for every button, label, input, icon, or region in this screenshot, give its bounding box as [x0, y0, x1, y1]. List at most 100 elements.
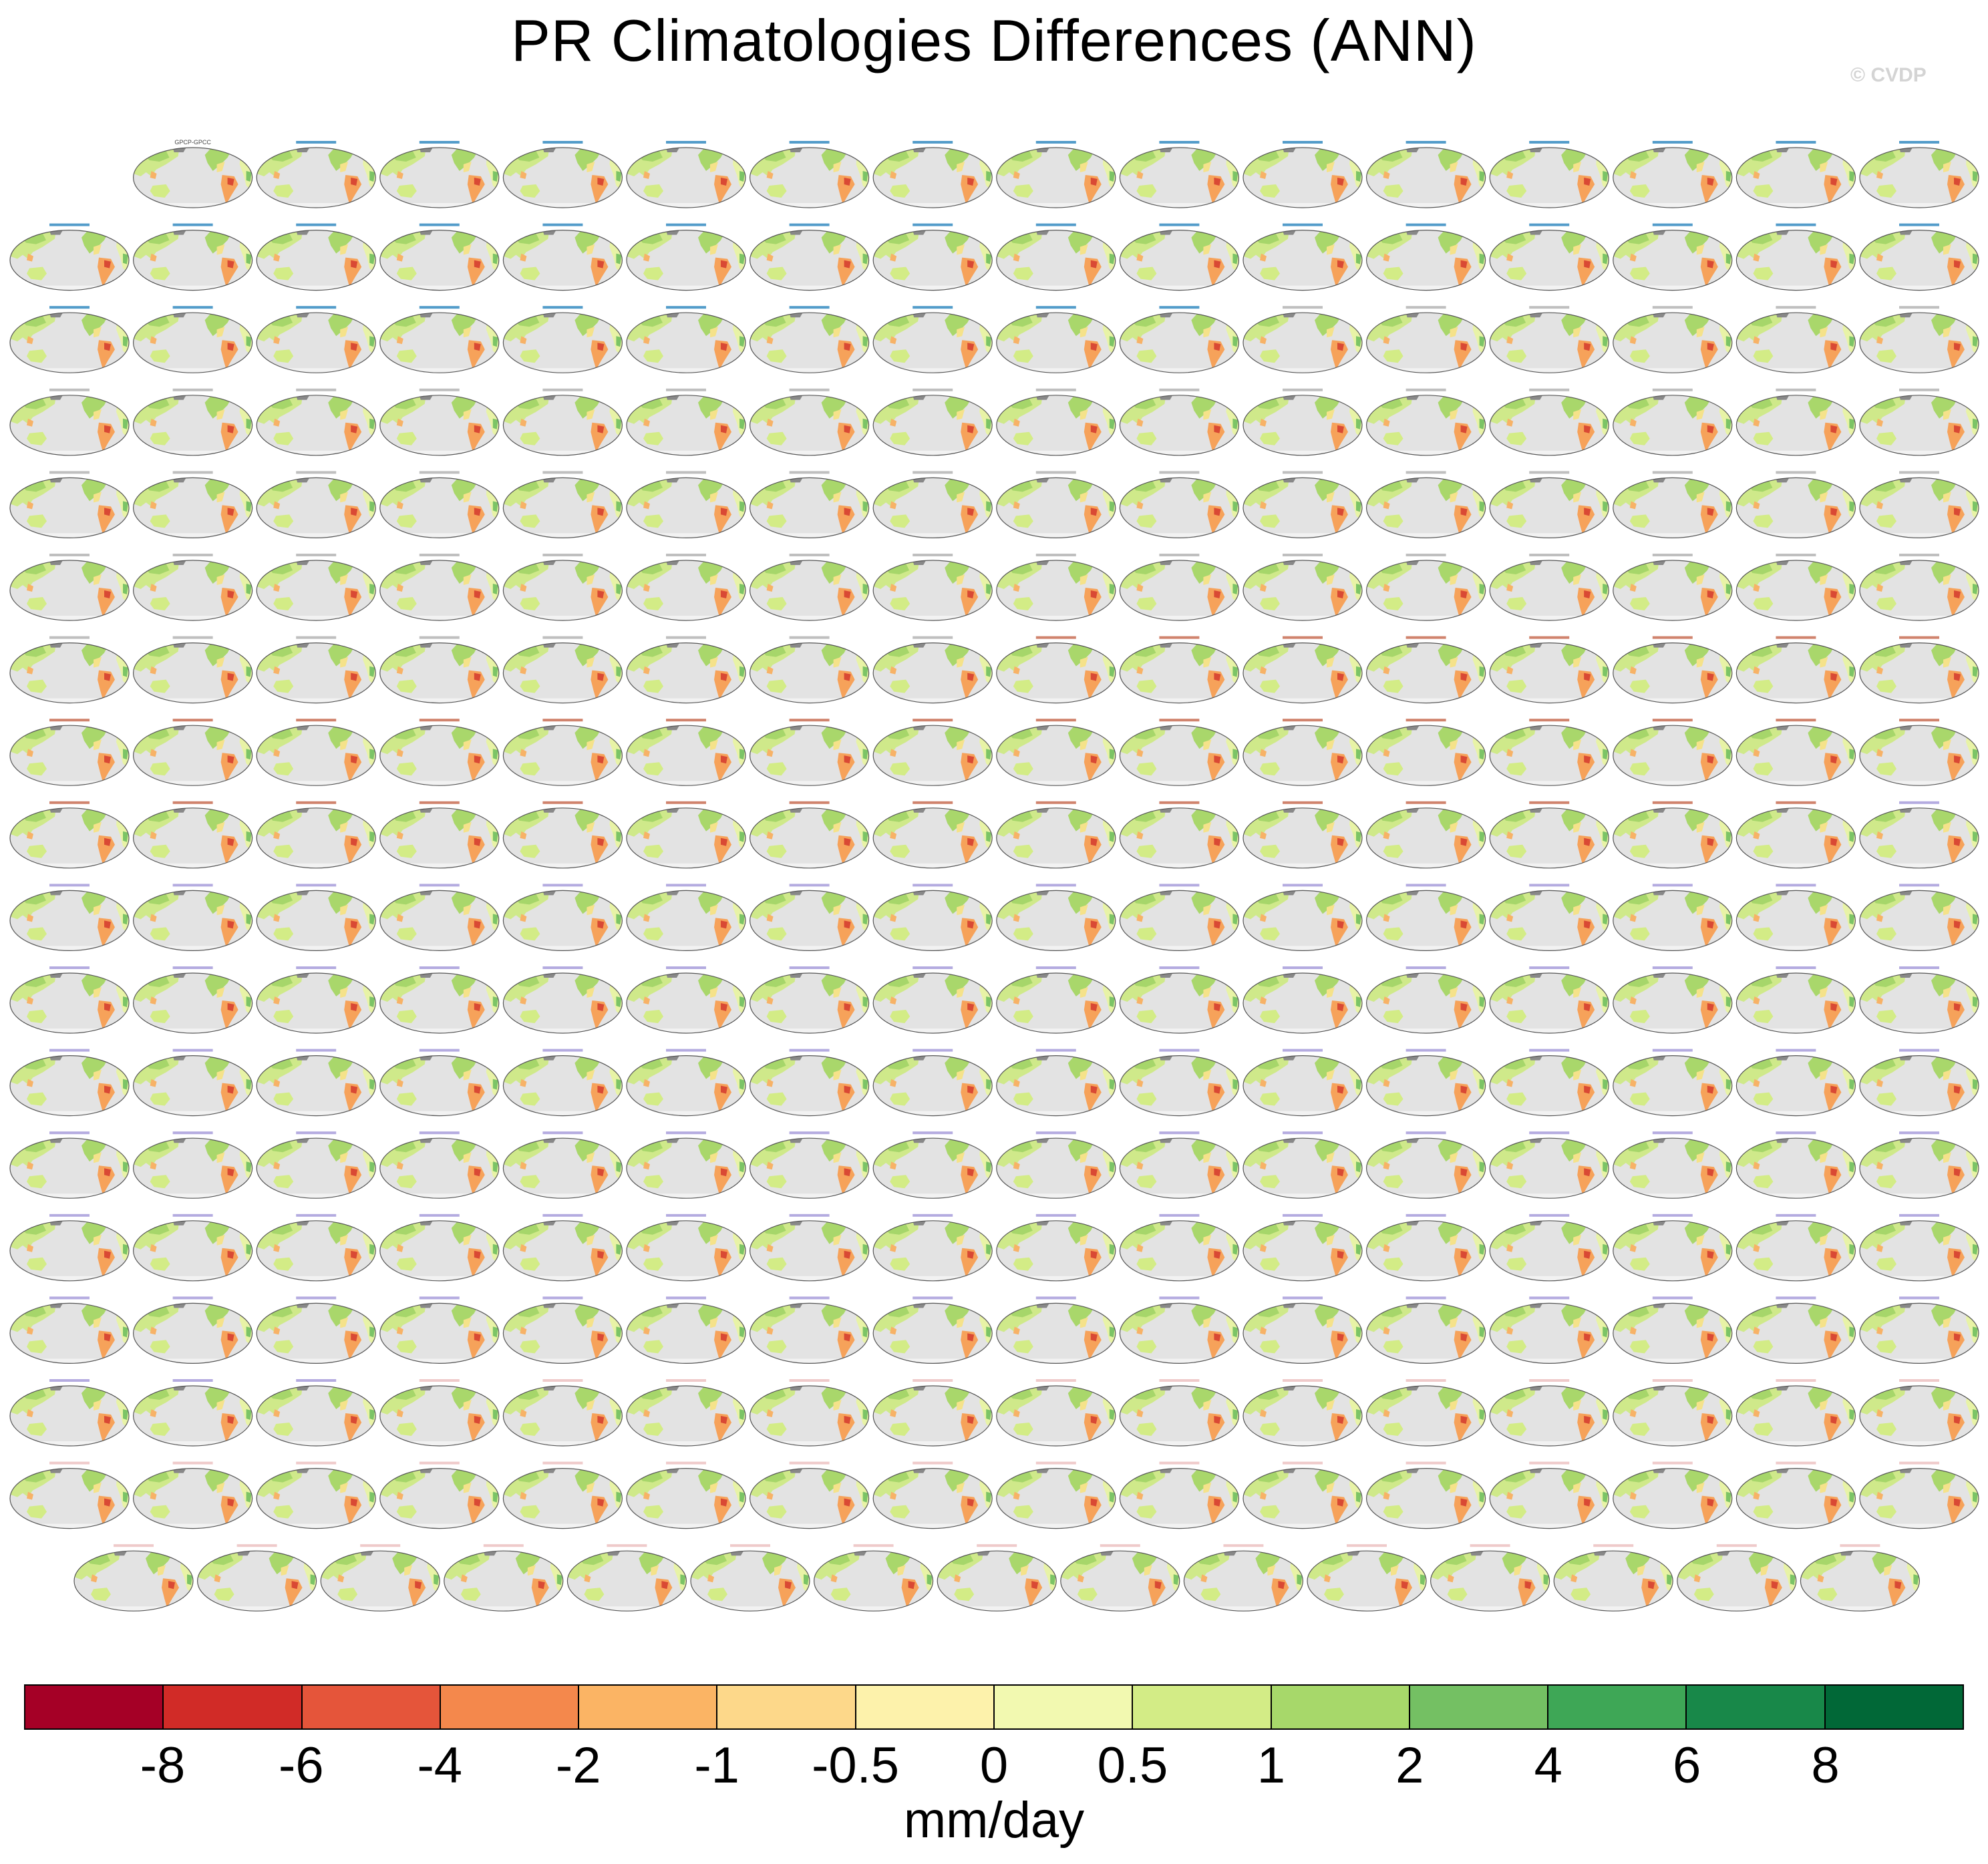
map-panel	[873, 471, 992, 538]
panel-label	[789, 719, 830, 722]
panel-label	[1899, 223, 1939, 226]
panel-label	[913, 1131, 953, 1135]
map-panel	[997, 801, 1116, 868]
colorbar-tick-label: 4	[1534, 1737, 1562, 1794]
panel-label	[607, 1544, 647, 1547]
map-panel	[134, 1131, 253, 1198]
map-panel	[1120, 554, 1238, 620]
map-panel	[134, 306, 253, 373]
colorbar-segment	[1548, 1686, 1687, 1728]
map-panel	[1120, 223, 1238, 291]
map-panel	[10, 554, 129, 620]
panel-label	[296, 141, 337, 144]
panel-label	[419, 306, 460, 309]
panel-label	[296, 884, 337, 887]
map-panel	[257, 1379, 375, 1446]
map-panel	[1367, 1461, 1486, 1529]
colorbar-ticks: -8 -6 -4 -2 -1 -0.5 0 0.5 1 2 4 6 8	[24, 1736, 1964, 1794]
map-panel	[380, 1214, 499, 1281]
map-panel	[134, 1379, 253, 1446]
colorbar-segment	[1687, 1686, 1826, 1728]
map-panel	[1736, 636, 1855, 703]
panel-label	[913, 306, 953, 309]
panel-label	[1776, 471, 1816, 474]
panel-label	[789, 1379, 830, 1382]
panel-label	[1283, 141, 1323, 144]
map-panel	[10, 636, 129, 703]
panel-label	[236, 1544, 277, 1547]
panel-label	[172, 801, 213, 804]
panel-label	[296, 388, 337, 391]
panel-label: GPCP-GPCC	[174, 139, 211, 146]
map-panel	[1490, 966, 1609, 1033]
map-panel	[1613, 636, 1732, 703]
panel-label	[172, 1049, 213, 1052]
map-panel	[750, 388, 869, 455]
map-panel	[503, 1214, 622, 1281]
panel-label	[913, 719, 953, 722]
map-panel	[1736, 223, 1855, 291]
map-panel	[1120, 141, 1238, 208]
map-panel	[1490, 884, 1609, 950]
map-panel	[1243, 1049, 1362, 1116]
panel-label	[1405, 1049, 1446, 1052]
panel-label	[1159, 1296, 1200, 1300]
panel-label	[419, 1379, 460, 1382]
panel-label	[172, 1379, 213, 1382]
map-panel	[1860, 636, 1979, 703]
map-panel	[380, 388, 499, 455]
map-panel	[627, 1296, 746, 1363]
panel-label	[172, 719, 213, 722]
panel-label	[542, 966, 583, 969]
panel-label	[1776, 223, 1816, 226]
panel-label	[49, 1296, 90, 1300]
map-panel	[10, 1461, 129, 1529]
panel-label	[1899, 388, 1939, 391]
panel-label	[172, 306, 213, 309]
map-panel	[10, 1131, 129, 1198]
map-panel	[1367, 306, 1486, 373]
panel-label	[1159, 884, 1200, 887]
colorbar-tick-label: 0.5	[1097, 1737, 1168, 1794]
panel-label	[172, 1461, 213, 1465]
panel-label	[172, 554, 213, 556]
map-panel	[257, 388, 375, 455]
map-panel	[627, 554, 746, 620]
panel-label	[49, 636, 90, 639]
panel-label	[1405, 636, 1446, 639]
panel-label	[666, 471, 706, 474]
map-panel	[873, 966, 992, 1033]
panel-label	[1035, 1379, 1076, 1382]
map-panel	[873, 719, 992, 785]
panel-label	[360, 1544, 401, 1547]
map-panel	[1243, 141, 1362, 208]
colorbar-segment	[717, 1686, 856, 1728]
map-panel	[1243, 719, 1362, 785]
panel-label	[1405, 801, 1446, 804]
map-panel	[1120, 884, 1238, 950]
map-panel	[750, 719, 869, 785]
map-panel	[1613, 141, 1732, 208]
map-panel	[503, 884, 622, 950]
map-panel	[1367, 471, 1486, 538]
map-panel	[1367, 388, 1486, 455]
map-panel	[1736, 966, 1855, 1033]
panel-label	[1899, 636, 1939, 639]
panel-label	[789, 1214, 830, 1217]
panel-label	[1035, 1214, 1076, 1217]
panel-label	[1159, 471, 1200, 474]
map-panel	[10, 1296, 129, 1363]
panel-label	[419, 966, 460, 969]
map-panel	[873, 1049, 992, 1116]
panel-label	[1776, 141, 1816, 144]
panel-label	[1652, 1461, 1693, 1465]
colorbar-segment	[994, 1686, 1134, 1728]
map-panel	[627, 884, 746, 950]
panel-label	[296, 1214, 337, 1217]
map-panel	[10, 719, 129, 785]
panel-label	[542, 223, 583, 226]
panel-label	[853, 1544, 894, 1547]
panel-label	[1899, 1049, 1939, 1052]
map-panel	[1243, 1296, 1362, 1363]
map-panel	[503, 801, 622, 868]
